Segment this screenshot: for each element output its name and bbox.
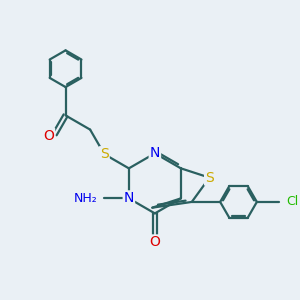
Text: N: N: [124, 191, 134, 206]
Text: O: O: [43, 129, 54, 143]
Text: S: S: [205, 171, 214, 184]
Text: N: N: [150, 146, 160, 160]
Text: S: S: [100, 147, 109, 161]
Text: NH₂: NH₂: [74, 192, 98, 205]
Text: O: O: [149, 236, 160, 249]
Text: Cl: Cl: [286, 195, 298, 208]
